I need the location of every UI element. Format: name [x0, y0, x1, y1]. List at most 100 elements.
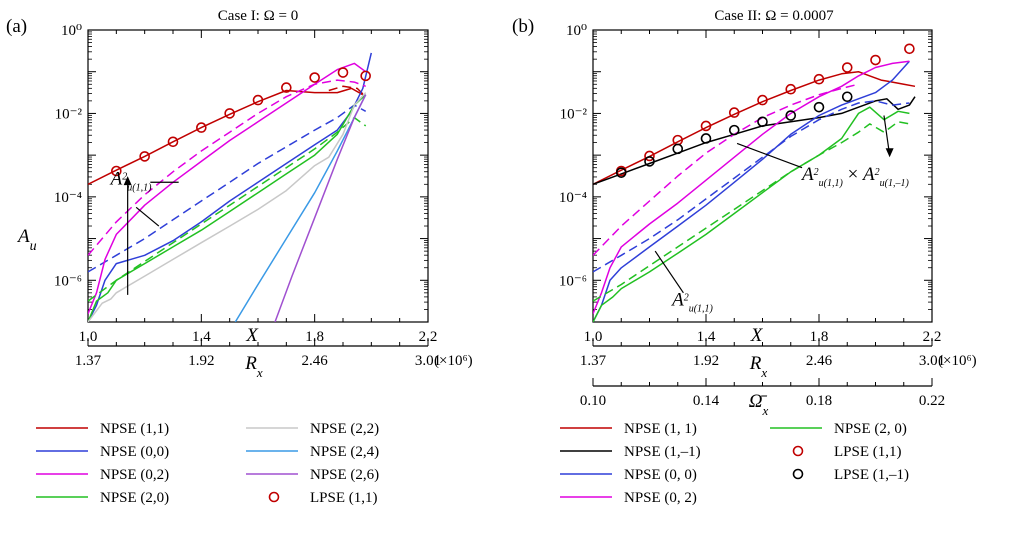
secondary-tick-label: 1.92: [693, 353, 719, 369]
legend-label: LPSE (1,–1): [834, 467, 909, 483]
legend-label: NPSE (2,0): [100, 490, 169, 506]
y-tick-label: 10⁻⁶: [54, 273, 82, 289]
legend: NPSE (1, 1) NPSE (2, 0) NPSE (1,–1) LPSE (1…: [560, 421, 909, 506]
annotation-arrow: [135, 206, 160, 227]
legend-marker: [268, 491, 280, 503]
x-tick-label: 1.0: [584, 329, 603, 345]
data-marker: [644, 156, 655, 167]
legend-label: NPSE (1,1): [100, 421, 169, 437]
legend-label: NPSE (2, 0): [834, 421, 907, 437]
legend-label: LPSE (1,1): [834, 444, 902, 460]
secondary-axis-label: Rx: [244, 353, 263, 380]
series-line: [88, 92, 367, 322]
legend-label: LPSE (1,1): [310, 490, 378, 506]
plot-frame: [592, 29, 933, 323]
annotation-arrow: [736, 142, 803, 169]
series-line: [88, 62, 367, 314]
annotation-arrowhead: [885, 148, 894, 158]
secondary-axis-label: Rx: [749, 353, 768, 380]
x-tick-label: 1.4: [697, 329, 716, 345]
x-tick-label: 1.8: [305, 329, 324, 345]
data-marker: [615, 167, 627, 178]
annotation-b-label-product: A2u(1,1) × A2u(1,–1): [800, 164, 909, 189]
secondary-axis-label: Ω̄x: [749, 391, 769, 418]
series-line: [593, 96, 916, 186]
annotation-arrowhead: [123, 176, 132, 186]
series-line: [88, 79, 366, 256]
x-tick-label: 2.2: [923, 329, 942, 345]
series-line: [88, 94, 367, 322]
y-tick-label: 10⁻⁴: [54, 190, 82, 206]
plot-area: [88, 52, 373, 322]
data-marker: [728, 107, 740, 118]
ylabel-a: Au: [16, 226, 37, 254]
plot-frame: [87, 29, 429, 323]
series-line: [593, 60, 910, 314]
y-tick-label: 10⁰: [566, 23, 587, 39]
data-marker: [700, 120, 712, 132]
data-marker: [700, 133, 712, 144]
legend-label: NPSE (2,6): [310, 467, 379, 483]
data-marker: [841, 91, 853, 103]
x-tick-label: 2.2: [419, 329, 438, 345]
data-marker: [904, 43, 915, 55]
legend-marker: [792, 468, 804, 480]
data-marker: [309, 72, 320, 83]
series-line: [88, 104, 367, 273]
data-marker: [224, 108, 235, 119]
legend-label: NPSE (1,–1): [624, 444, 701, 460]
legend-label: NPSE (0, 2): [624, 490, 697, 506]
secondary-tick-label: 2.46: [302, 353, 329, 369]
data-marker: [785, 110, 797, 121]
annotation-arrow: [654, 250, 684, 294]
panel-b: (b) Case II: Ω = 0.0007 10⁰ 10⁻² 10⁻⁴ 10⁻⁶ 1…: [512, 8, 977, 506]
chart-title-a: Case I: Ω = 0: [218, 8, 298, 24]
data-marker: [337, 67, 349, 78]
legend-label: NPSE (0, 0): [624, 467, 697, 483]
series-line: [274, 94, 367, 322]
legend-label: NPSE (2,2): [310, 421, 379, 437]
series-line: [593, 60, 910, 322]
data-marker: [757, 94, 768, 106]
legend-label: NPSE (0,2): [100, 467, 169, 483]
x-tick-label: 1.4: [192, 329, 211, 345]
legend-marker: [792, 445, 804, 457]
legend-label: NPSE (0,0): [100, 444, 169, 460]
y-tick-label: 10⁰: [61, 23, 82, 39]
annotation-a-label: A2u(1,1): [109, 168, 152, 193]
legend: NPSE (1,1) NPSE (2,2) NPSE (0,0) NPSE (2,4)…: [36, 421, 379, 506]
secondary-tick-label: 1.37: [580, 353, 607, 369]
y-tick-label: 10⁻²: [560, 106, 588, 122]
secondary-tick-label: 0.18: [806, 393, 832, 409]
y-tick-label: 10⁻⁴: [559, 190, 587, 206]
data-marker: [757, 116, 768, 128]
y-tick-label: 10⁻²: [55, 106, 83, 122]
data-marker: [785, 83, 797, 95]
panel-a: (a) Case I: Ω = 0 Au 10⁰ 10⁻² 10⁻⁴ 10⁻⁶ 1.0 1…: [6, 8, 473, 506]
legend-label: NPSE (2,4): [310, 444, 379, 460]
x-tick-label: 1.8: [810, 329, 829, 345]
series-line: [593, 121, 910, 302]
series-line: [593, 106, 910, 322]
series-line: [88, 116, 367, 302]
secondary-tick-label: 1.37: [75, 353, 102, 369]
y-tick-label: 10⁻⁶: [559, 273, 587, 289]
secondary-tick-label: 3.01: [919, 353, 945, 369]
data-marker: [139, 151, 150, 162]
secondary-tick-label: 3.01: [415, 353, 441, 369]
series-line: [88, 87, 364, 185]
data-marker: [196, 122, 207, 133]
data-marker: [167, 136, 179, 148]
legend-label: NPSE (1, 1): [624, 421, 697, 437]
data-marker: [813, 101, 825, 113]
x-tick-label: 1.0: [79, 329, 98, 345]
plot-area: [593, 60, 916, 322]
chart-title-b: Case II: Ω = 0.0007: [714, 8, 834, 24]
series-line: [234, 94, 367, 322]
secondary-tick-label: 0.14: [693, 393, 720, 409]
data-marker: [870, 54, 881, 66]
secondary-tick-label: 1.92: [188, 353, 214, 369]
xlabel: X: [750, 325, 764, 346]
data-marker: [111, 165, 122, 177]
